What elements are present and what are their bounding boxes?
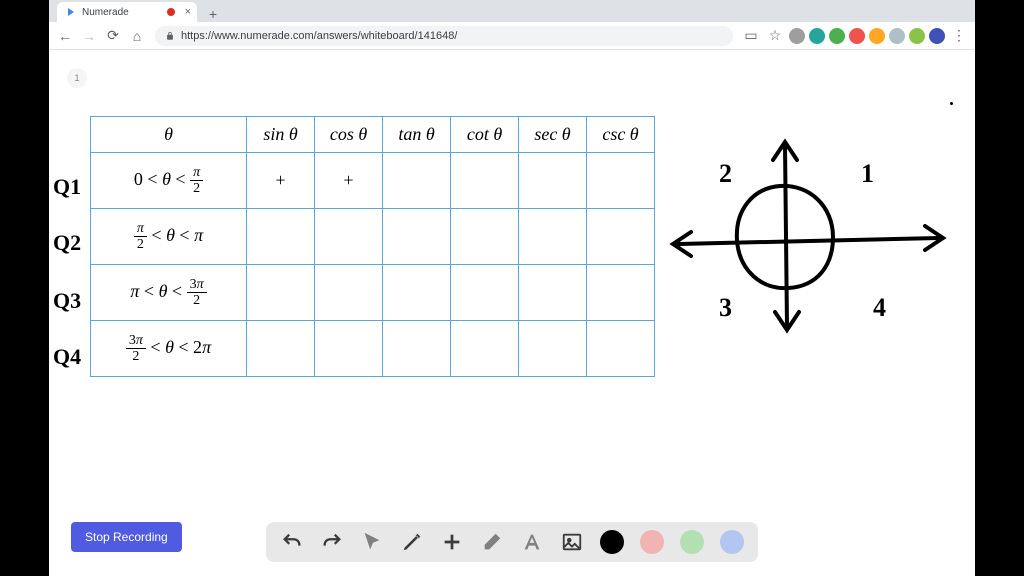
row-label-q2: Q2 <box>53 230 81 256</box>
table-cell <box>315 321 383 377</box>
color-swatch-green[interactable] <box>680 530 704 554</box>
reader-icon[interactable]: ▭ <box>741 26 761 46</box>
browser-window: Numerade × + ← → ⟳ ⌂ https://www.numerad… <box>49 0 975 576</box>
th-theta: θ <box>91 117 247 153</box>
quadrant-label-4: 4 <box>873 293 886 322</box>
extension-icon[interactable] <box>789 28 805 44</box>
stop-recording-button[interactable]: Stop Recording <box>71 522 182 552</box>
address-bar[interactable]: https://www.numerade.com/answers/whitebo… <box>155 26 733 46</box>
menu-button[interactable]: ⋮ <box>949 26 969 46</box>
back-button[interactable]: ← <box>55 26 75 46</box>
quadrant-label-1: 1 <box>861 159 874 188</box>
extension-icon[interactable] <box>829 28 845 44</box>
recording-indicator-icon <box>167 8 175 16</box>
browser-toolbar: ← → ⟳ ⌂ https://www.numerade.com/answers… <box>49 22 975 50</box>
undo-button[interactable] <box>280 530 304 554</box>
table-row: 0 < θ < π2 + + <box>91 153 655 209</box>
redo-button[interactable] <box>320 530 344 554</box>
th-sec: sec θ <box>519 117 587 153</box>
row-label-q1: Q1 <box>53 174 81 200</box>
browser-tab[interactable]: Numerade × <box>57 2 197 22</box>
theta-range-cell: π2 < θ < π <box>91 209 247 265</box>
table-cell <box>383 153 451 209</box>
row-label-q4: Q4 <box>53 344 81 370</box>
color-swatch-red[interactable] <box>640 530 664 554</box>
theta-range-cell: 0 < θ < π2 <box>91 153 247 209</box>
table-row: π2 < θ < π <box>91 209 655 265</box>
image-tool[interactable] <box>560 530 584 554</box>
th-cos: cos θ <box>315 117 383 153</box>
th-tan: tan θ <box>383 117 451 153</box>
table-cell <box>587 209 655 265</box>
extension-icon[interactable] <box>889 28 905 44</box>
table-cell <box>247 209 315 265</box>
forward-button[interactable]: → <box>79 26 99 46</box>
quadrant-label-3: 3 <box>719 293 732 322</box>
table-cell <box>383 209 451 265</box>
add-tool[interactable] <box>440 530 464 554</box>
th-csc: csc θ <box>587 117 655 153</box>
avatar[interactable] <box>929 28 945 44</box>
table-header-row: θ sin θ cos θ tan θ cot θ sec θ csc θ <box>91 117 655 153</box>
table-cell <box>247 265 315 321</box>
extension-icon[interactable] <box>809 28 825 44</box>
tab-title: Numerade <box>82 7 129 18</box>
y-axis-line <box>785 146 787 326</box>
color-swatch-black[interactable] <box>600 530 624 554</box>
table-cell <box>315 265 383 321</box>
url-text: https://www.numerade.com/answers/whitebo… <box>181 30 457 42</box>
reload-button[interactable]: ⟳ <box>103 26 123 46</box>
table-cell <box>451 265 519 321</box>
bookmark-button[interactable]: ☆ <box>765 26 785 46</box>
table-cell <box>451 153 519 209</box>
table-cell: + <box>247 153 315 209</box>
eraser-tool[interactable] <box>480 530 504 554</box>
table-cell <box>451 321 519 377</box>
theta-range-cell: π < θ < 3π2 <box>91 265 247 321</box>
quadrant-label-2: 2 <box>719 159 732 188</box>
text-tool[interactable] <box>520 530 544 554</box>
pen-tool[interactable] <box>400 530 424 554</box>
favicon-icon <box>65 6 77 18</box>
table-cell <box>451 209 519 265</box>
extension-icon[interactable] <box>909 28 925 44</box>
table-cell <box>519 265 587 321</box>
th-cot: cot θ <box>451 117 519 153</box>
stray-mark <box>950 102 953 105</box>
extension-icons <box>789 28 945 44</box>
table-cell <box>519 209 587 265</box>
table-row: 3π2 < θ < 2π <box>91 321 655 377</box>
tab-bar: Numerade × + <box>49 0 975 22</box>
theta-range-cell: 3π2 < θ < 2π <box>91 321 247 377</box>
color-swatch-blue[interactable] <box>720 530 744 554</box>
extension-icon[interactable] <box>849 28 865 44</box>
table-cell <box>519 153 587 209</box>
whiteboard-content[interactable]: 1 Q1 Q2 Q3 Q4 θ sin θ cos θ tan θ cot θ … <box>49 50 975 576</box>
table-cell <box>587 265 655 321</box>
whiteboard-toolbar <box>266 522 758 562</box>
x-axis-line <box>679 238 939 244</box>
tab-close-button[interactable]: × <box>185 6 191 18</box>
table-cell <box>587 321 655 377</box>
table-cell: + <box>315 153 383 209</box>
table-row: π < θ < 3π2 <box>91 265 655 321</box>
table-cell <box>383 321 451 377</box>
new-tab-button[interactable]: + <box>205 6 221 22</box>
page-number-badge[interactable]: 1 <box>67 68 87 88</box>
table-cell <box>315 209 383 265</box>
pointer-tool[interactable] <box>360 530 384 554</box>
trig-table: θ sin θ cos θ tan θ cot θ sec θ csc θ 0 … <box>90 116 655 377</box>
table-cell <box>519 321 587 377</box>
quadrant-sketch: 1 2 3 4 <box>667 138 947 338</box>
th-sin: sin θ <box>247 117 315 153</box>
table-cell <box>383 265 451 321</box>
home-button[interactable]: ⌂ <box>127 26 147 46</box>
lock-icon <box>165 31 175 41</box>
table-cell <box>247 321 315 377</box>
table-cell <box>587 153 655 209</box>
row-label-q3: Q3 <box>53 288 81 314</box>
extension-icon[interactable] <box>869 28 885 44</box>
